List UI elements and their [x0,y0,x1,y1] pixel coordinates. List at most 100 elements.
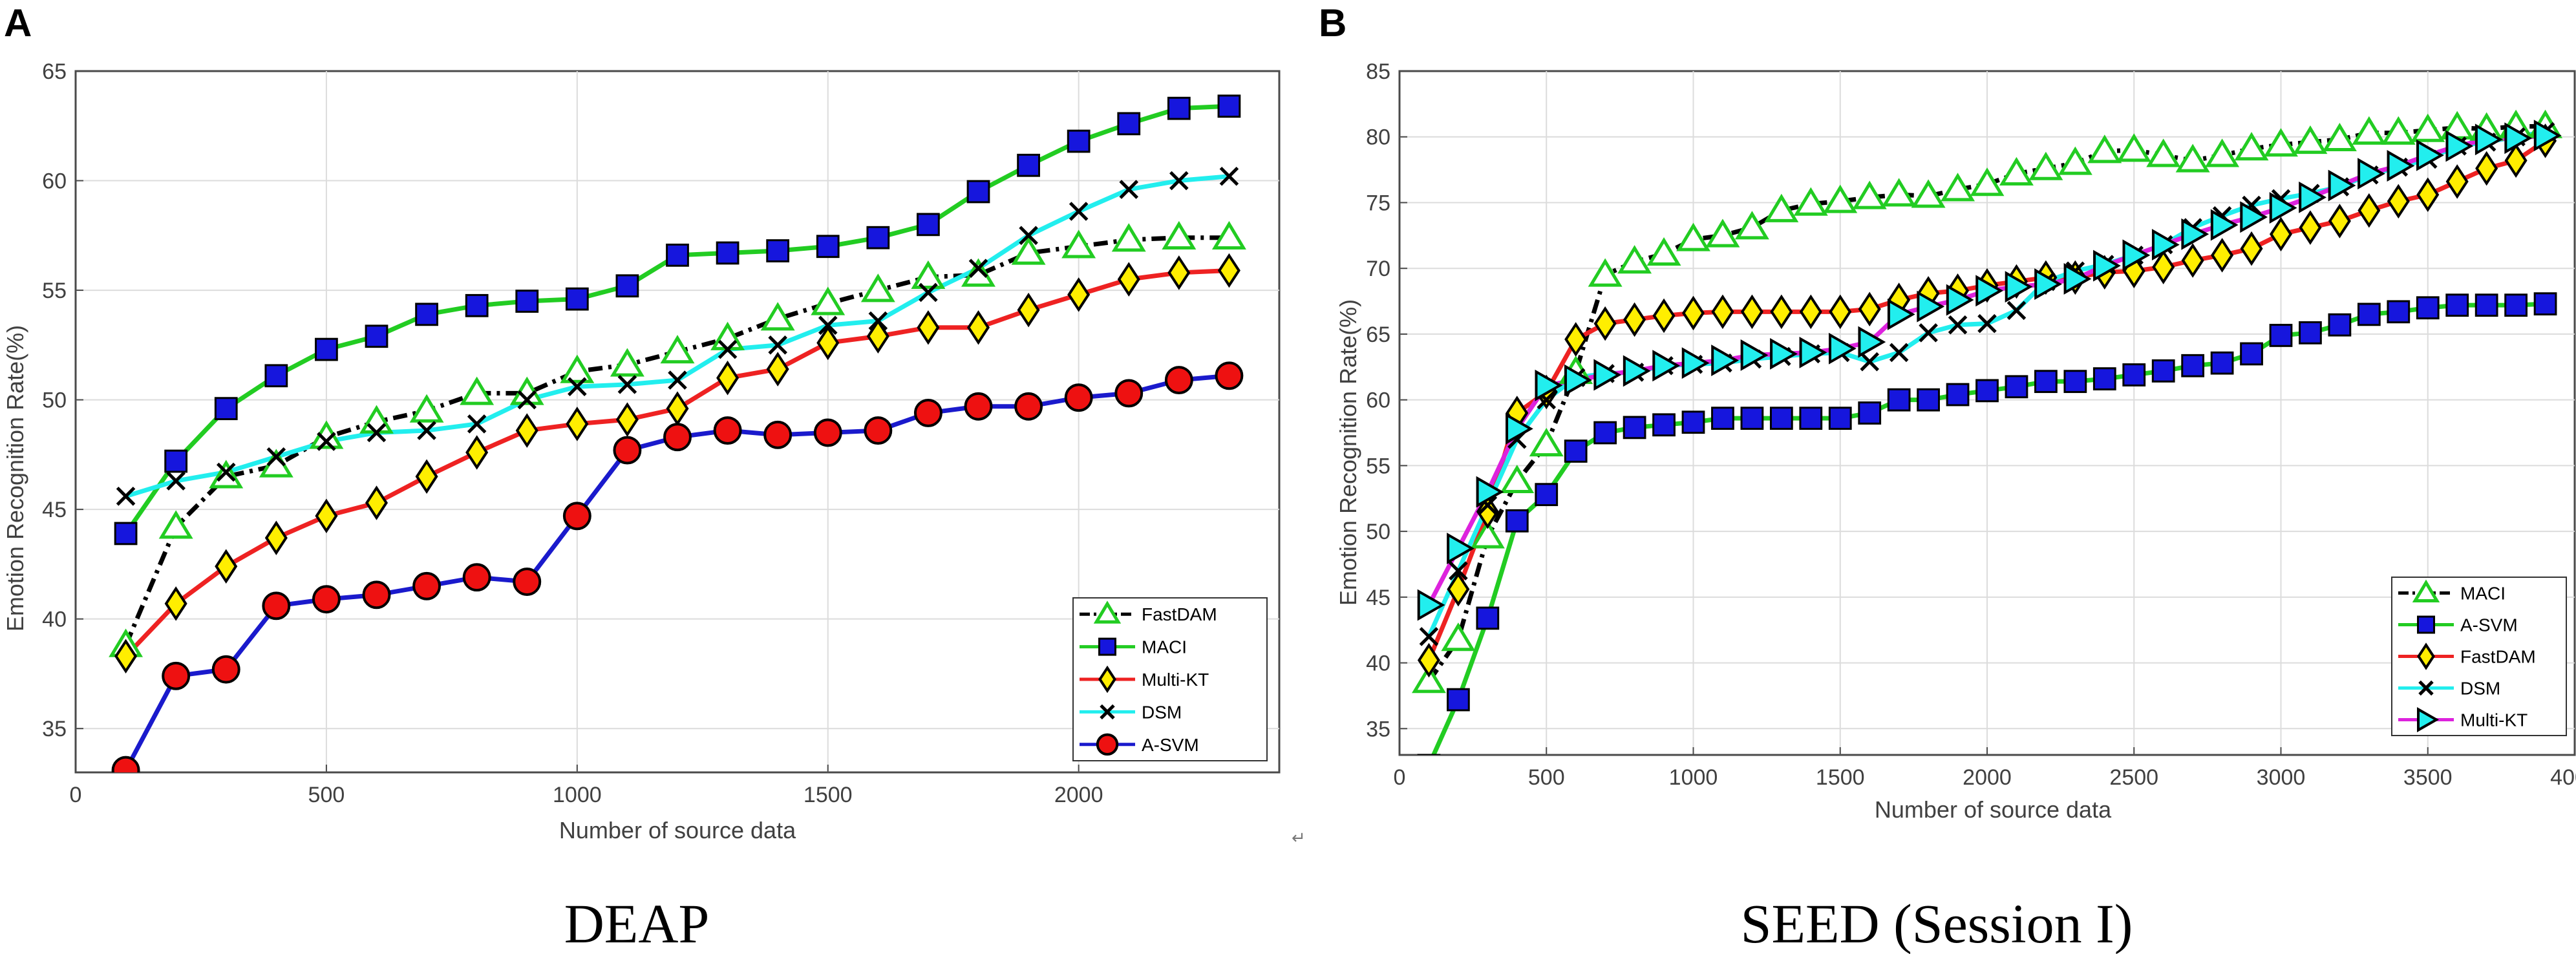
panel-b-point-fastdam [2358,193,2381,228]
panel-b-point-a-svm [2122,363,2146,387]
panel-a-point-multi-kt [566,407,589,441]
panel-b-point-a-svm [2504,293,2528,317]
panel-a-y-tick-label: 40 [42,608,67,632]
panel-b-point-fastdam [1740,294,1763,330]
panel-b-point-multi-kt [1681,347,1710,379]
panel-a-point-dsm [367,423,387,443]
panel-a-point-a-svm [162,661,191,690]
panel-b-point-dsm [1977,313,1997,334]
panel-b-y-tick-label: 50 [1366,520,1390,544]
panel-a-y-tick-label: 65 [42,59,67,84]
panel-a-point-dsm [568,377,587,397]
panel-b-point-fastdam [1417,642,1440,678]
panel-b-point-a-svm [2181,354,2205,377]
panel-b-legend-marker-dsm [2418,680,2434,696]
panel-a-point-multi-kt [866,319,889,354]
panel-b: B SEED (Session I) Number of source data… [1319,1,2576,954]
panel-b-point-fastdam [1564,322,1588,357]
panel-b-point-multi-kt [2122,239,2151,271]
panel-a-y-tick-label: 55 [42,279,67,303]
panel-b-point-a-svm [1447,688,1470,712]
panel-a-caption: DEAP [564,893,710,954]
panel-b-y-tick-label: 80 [1366,125,1390,150]
panel-a-x-axis-label: Number of source data [559,817,796,843]
panel-b-point-multi-kt [2181,218,2209,250]
panel-b-point-multi-kt [1946,284,1974,316]
panel-b-point-fastdam [2445,164,2469,199]
panel-a-legend-marker-dsm [1100,704,1115,720]
panel-a-point-fastdam [811,286,846,315]
panel-b-point-multi-kt [2093,249,2121,282]
panel-b-legend-label: DSM [2460,679,2500,699]
panel-b-point-a-svm [1887,388,1911,412]
panel-a-point-a-svm [763,420,793,449]
panel-a-legend-label: A-SVM [1142,735,1199,755]
panel-b-point-a-svm [1417,754,1441,755]
panel-a-point-multi-kt [766,352,789,387]
panel-a-series-group [109,94,1246,772]
panel-a-point-a-svm [111,756,140,772]
panel-b-point-maci [1793,187,1828,216]
panel-b-x-tick-label: 2500 [2109,765,2158,790]
panel-a-point-multi-kt [1217,253,1240,288]
panel-b-y-tick-label: 75 [1366,191,1390,215]
panel-b-point-multi-kt [1829,332,1857,365]
panel-b-point-maci [1588,258,1623,287]
panel-a-point-multi-kt [164,586,187,621]
panel-b-point-fastdam [1593,306,1617,341]
panel-b-point-maci [2264,128,2298,157]
panel-b-series-group [1411,109,2563,755]
panel-b-point-a-svm [1681,410,1705,434]
panel-a-point-maci [917,213,940,237]
panel-b-point-fastdam [2475,151,2498,186]
panel-b-point-maci [1705,218,1740,248]
panel-a-point-dsm [617,375,637,394]
panel-b-point-multi-kt [1858,326,1886,358]
panel-b-y-tick-label: 40 [1366,652,1390,676]
panel-a-point-multi-kt [1167,255,1191,290]
panel-a-point-multi-kt [816,325,840,361]
panel-b-point-maci [1882,178,1917,207]
panel-b-point-maci [1999,156,2034,186]
panel-b-point-maci [1529,427,1564,457]
panel-a-point-multi-kt [365,485,389,520]
panel-a-point-multi-kt [1117,262,1140,297]
panel-b-point-multi-kt [2034,268,2062,301]
panel-b-point-fastdam [2181,243,2204,278]
panel-a-point-fastdam [660,335,695,364]
panel-b-point-a-svm [2240,342,2263,366]
panel-b-point-fastdam [1623,302,1646,337]
panel-b-point-multi-kt [2151,229,2180,261]
panel-b-point-fastdam [2328,204,2351,238]
panel-a-point-a-svm [462,563,491,592]
panel-a-point-dsm [417,421,436,440]
panel-b-point-maci [1764,193,1799,222]
panel-b-point-fastdam [2240,231,2263,266]
panel-b-point-multi-kt [2387,150,2415,182]
panel-b-point-maci [2146,138,2181,167]
panel-b-point-a-svm [1828,407,1852,430]
panel-a-point-fastdam [560,354,595,383]
panel-a-point-dsm [266,447,286,467]
panel-a-point-maci [716,241,740,265]
panel-b-x-tick-label: 3000 [2257,765,2306,790]
panel-a-point-fastdam [1211,220,1246,249]
panel-b-point-a-svm [2210,351,2234,375]
panel-b-legend-label: A-SVM [2460,615,2518,635]
panel-b-y-tick-label: 35 [1366,717,1390,741]
panel-b-point-maci [1852,180,1887,209]
panel-b-point-a-svm [1476,606,1500,630]
panel-b-point-maci [2116,133,2151,162]
panel-a-point-fastdam [1111,223,1146,252]
panel-a-legend-label: DSM [1142,702,1182,722]
panel-b-point-a-svm [2416,296,2440,320]
panel-b-point-maci [2028,151,2063,180]
panel-b-point-fastdam [1799,294,1822,330]
panel-a-point-maci [1117,112,1141,136]
panel-a-point-a-svm [262,591,291,620]
panel-a-point-dsm [166,471,186,491]
panel-a-point-maci [966,180,990,204]
panel-b-point-multi-kt [1887,298,1915,330]
panel-b-letter: B [1319,1,1347,45]
